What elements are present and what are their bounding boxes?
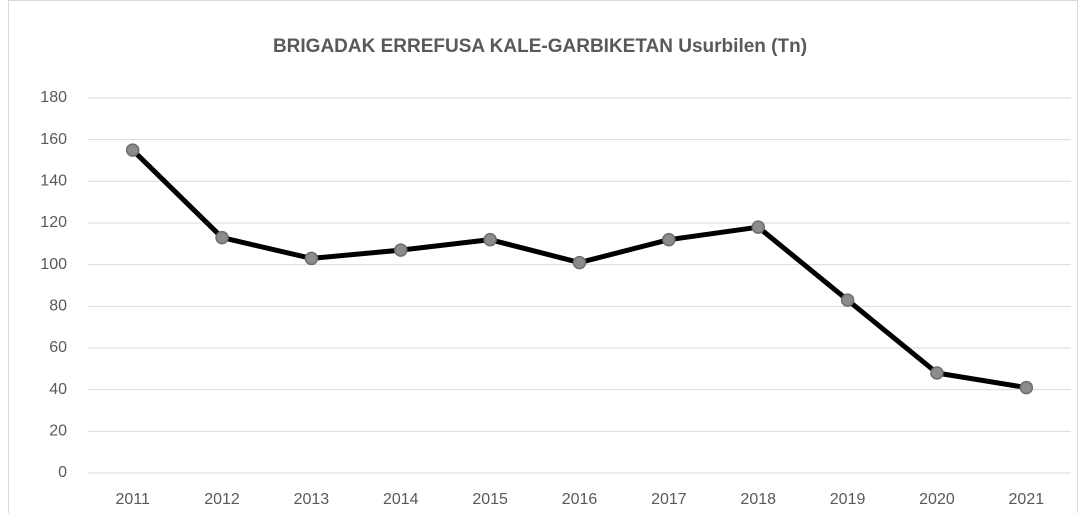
x-tick-label: 2021	[1009, 491, 1045, 508]
y-tick-label: 120	[40, 214, 67, 231]
y-tick-label: 40	[49, 381, 67, 398]
marker	[483, 232, 497, 247]
y-tick-label: 160	[40, 131, 67, 148]
x-tick-label: 2012	[204, 491, 240, 508]
marker	[394, 243, 408, 257]
y-tick-label: 180	[40, 89, 67, 106]
marker	[572, 255, 587, 270]
x-tick-label: 2017	[651, 491, 687, 508]
marker	[1019, 380, 1034, 395]
y-tick-label: 100	[40, 256, 67, 273]
y-tick-label: 140	[40, 173, 67, 190]
marker	[840, 293, 855, 307]
marker	[930, 366, 944, 380]
x-tick-label: 2020	[919, 491, 955, 508]
y-tick-label: 0	[58, 464, 67, 481]
chart-frame	[8, 0, 1078, 513]
x-tick-label: 2013	[294, 491, 330, 508]
y-tick-label: 20	[49, 423, 67, 440]
marker	[304, 251, 319, 266]
y-tick-label: 80	[49, 298, 67, 315]
x-tick-label: 2019	[830, 491, 866, 508]
marker	[751, 220, 765, 234]
marker	[215, 230, 229, 245]
x-tick-label: 2016	[562, 491, 598, 508]
x-tick-label: 2018	[740, 491, 776, 508]
y-tick-label: 60	[49, 339, 67, 356]
x-tick-label: 2015	[472, 491, 508, 508]
marker	[125, 143, 140, 157]
x-tick-label: 2011	[115, 491, 150, 508]
marker	[662, 232, 676, 247]
x-tick-label: 2014	[383, 491, 419, 508]
chart-title: BRIGADAK ERREFUSA KALE-GARBIKETAN Usurbi…	[273, 36, 807, 57]
